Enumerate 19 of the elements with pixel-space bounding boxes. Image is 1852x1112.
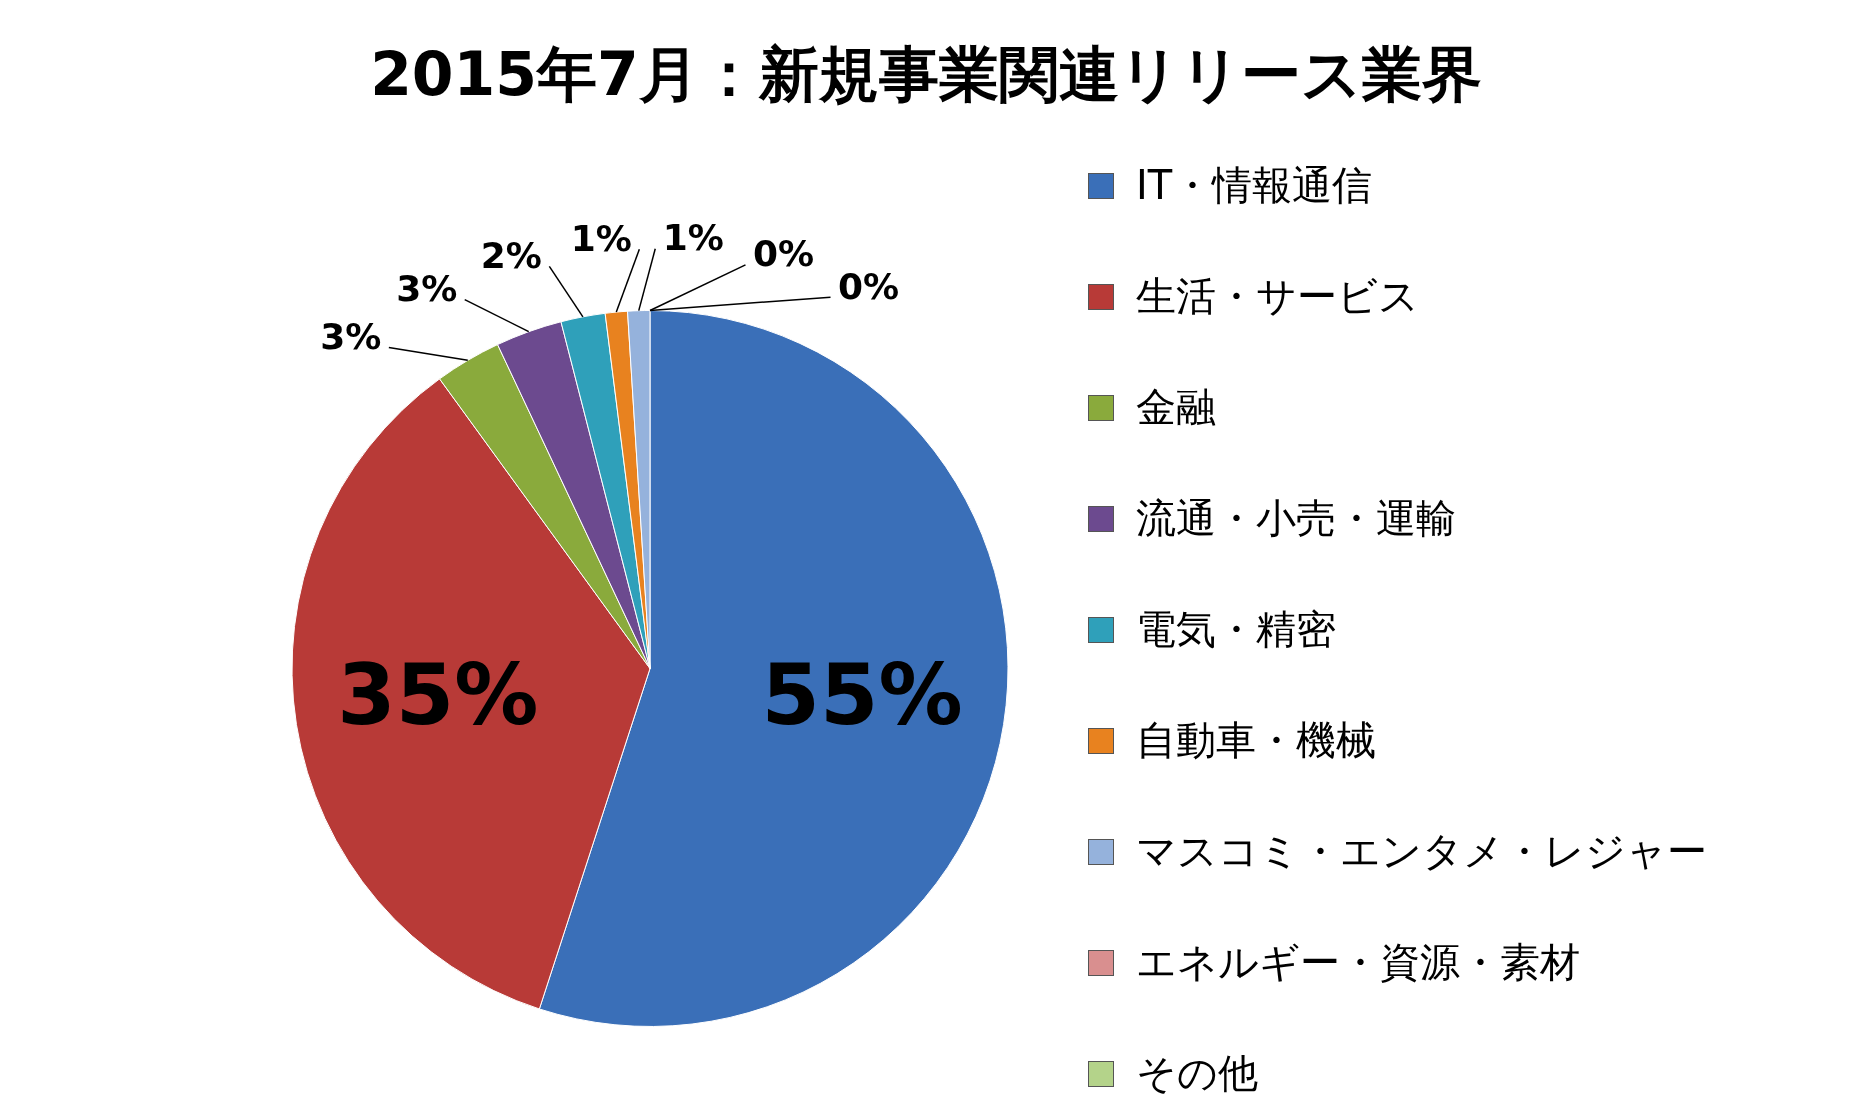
chart-title: 2015年7月：新規事業関連リリース業界 — [369, 38, 1483, 110]
data-label: 3% — [396, 267, 458, 309]
legend-label: 流通・小売・運輸 — [1136, 494, 1456, 543]
text: 0% — [752, 233, 815, 275]
data-label: 1% — [662, 217, 724, 259]
text: 0% — [837, 265, 900, 307]
data-label: 3% — [320, 315, 382, 357]
legend-label: 生活・サービス — [1136, 272, 1419, 321]
legend-label: IT・情報通信 — [1136, 161, 1373, 210]
legend-label: 電気・精密 — [1136, 605, 1336, 654]
data-label: 55% — [761, 645, 963, 744]
data-label: 2% — [480, 234, 542, 276]
data-label: 1% — [570, 217, 632, 259]
legend-label: 自動車・機械 — [1136, 716, 1376, 765]
legend-label: 金融 — [1136, 383, 1216, 432]
legend-label: マスコミ・エンタメ・レジャー — [1136, 827, 1707, 876]
legend-label: その他 — [1136, 1049, 1258, 1098]
legend-label: エネルギー・資源・素材 — [1136, 938, 1580, 987]
data-label: 35% — [337, 645, 539, 744]
